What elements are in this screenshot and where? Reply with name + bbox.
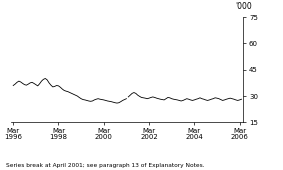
Text: Series break at April 2001; see paragraph 13 of Explanatory Notes.: Series break at April 2001; see paragrap… xyxy=(6,163,204,168)
Text: '000: '000 xyxy=(235,2,252,11)
